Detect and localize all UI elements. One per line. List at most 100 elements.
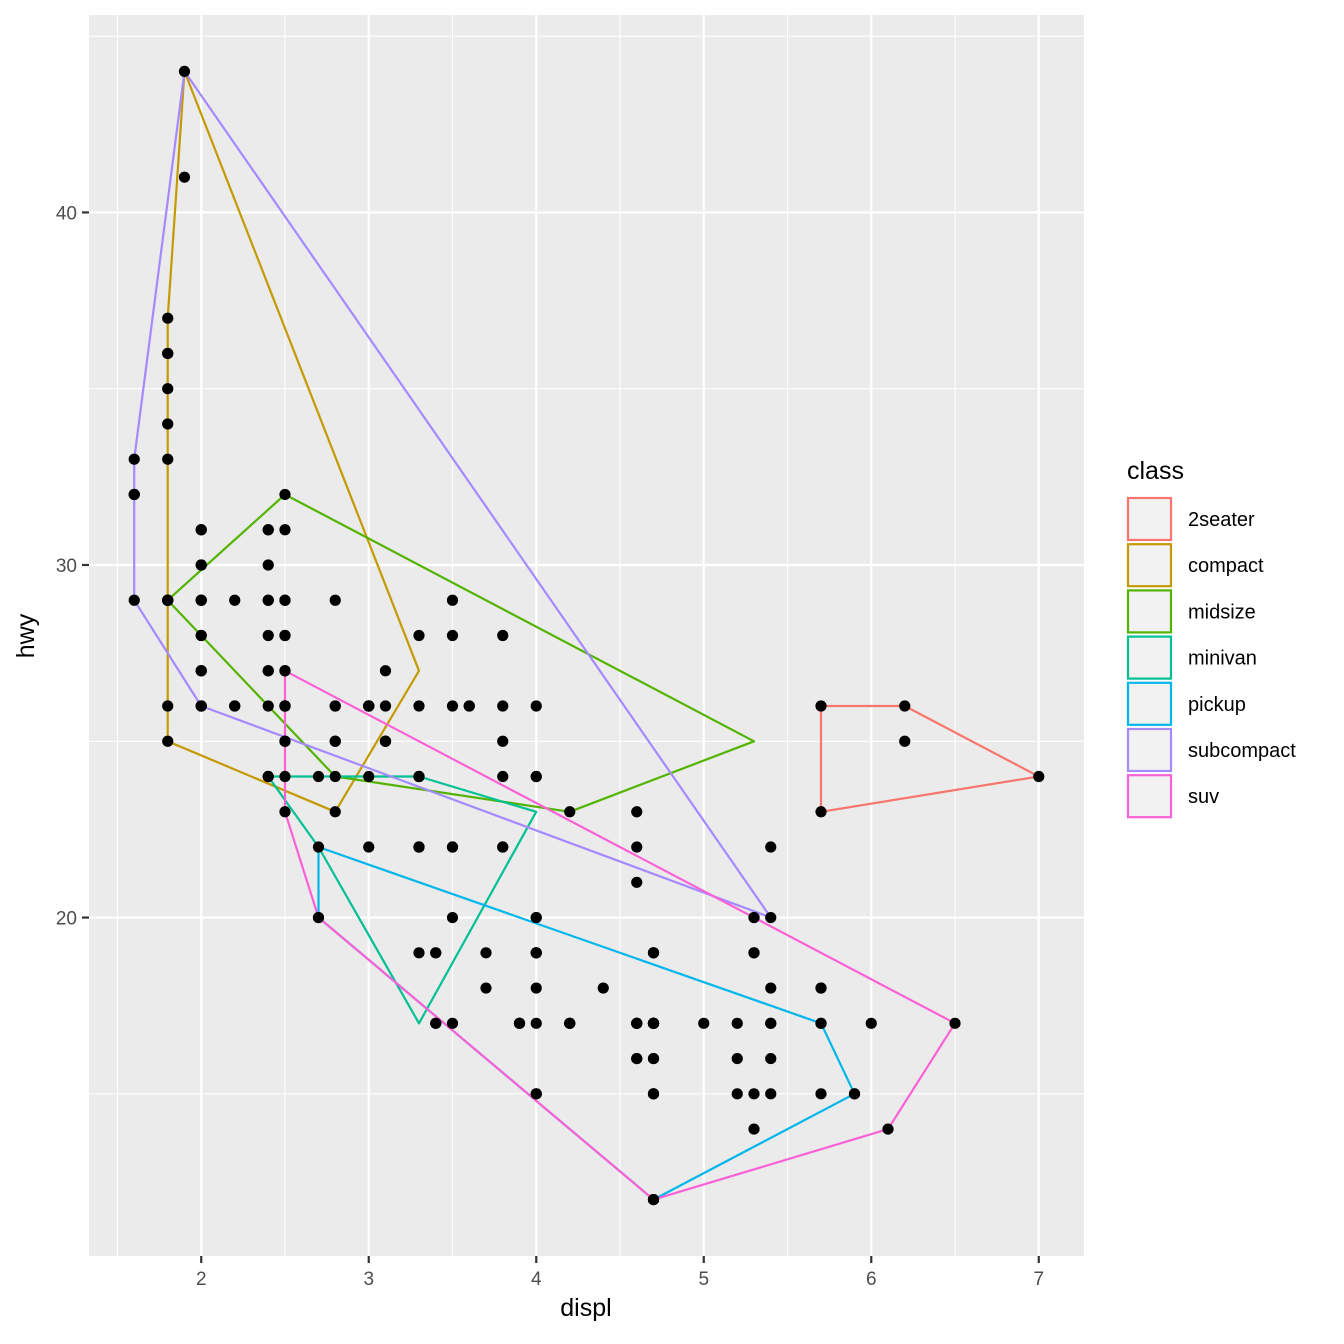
x-tick-label: 4 — [531, 1269, 542, 1290]
data-point — [162, 347, 174, 360]
data-point — [413, 700, 425, 712]
data-point — [279, 700, 291, 712]
data-point — [312, 911, 325, 924]
y-axis: 20 30 40 — [56, 203, 89, 930]
data-point — [497, 770, 509, 783]
data-point — [530, 947, 542, 959]
x-tick-label: 3 — [363, 1269, 374, 1290]
legend-label-suv: suv — [1188, 786, 1219, 808]
legend-key-pickup — [1126, 681, 1173, 726]
data-point — [178, 65, 191, 78]
data-point — [899, 700, 911, 712]
data-point — [363, 700, 375, 712]
data-point — [279, 806, 291, 818]
data-point — [631, 1017, 643, 1029]
data-point — [279, 629, 291, 642]
major-gridlines — [89, 15, 1084, 1256]
data-point — [513, 1017, 526, 1029]
data-point — [379, 665, 392, 677]
data-point — [446, 700, 459, 712]
data-point — [446, 629, 459, 642]
y-axis-title: hwy — [12, 613, 40, 658]
legend-label-subcompact: subcompact — [1188, 740, 1296, 762]
data-point — [899, 735, 911, 747]
legend-label-2seater: 2seater — [1188, 509, 1255, 531]
data-point — [195, 559, 207, 571]
data-point — [279, 594, 291, 606]
data-point — [329, 735, 341, 747]
data-point — [765, 982, 777, 994]
data-point — [748, 1088, 760, 1100]
data-point — [329, 770, 341, 783]
data-point — [815, 806, 827, 818]
data-point — [279, 735, 291, 747]
data-point — [162, 700, 174, 712]
data-point — [312, 770, 325, 783]
data-point — [530, 1088, 542, 1100]
data-point — [195, 629, 207, 642]
data-point — [882, 1123, 894, 1135]
data-point — [430, 947, 442, 959]
data-point — [363, 841, 375, 853]
data-point — [647, 947, 660, 959]
data-point — [497, 735, 509, 747]
data-point — [262, 524, 274, 536]
data-point — [195, 700, 207, 712]
data-point — [497, 700, 509, 712]
data-point — [765, 911, 777, 924]
data-point — [631, 806, 643, 818]
data-point — [765, 1052, 777, 1065]
data-point — [363, 770, 375, 783]
class-hulls — [133, 70, 1040, 1201]
x-axis: 2 3 4 5 6 7 — [196, 1256, 1044, 1290]
data-point — [229, 700, 241, 712]
data-point — [162, 735, 174, 747]
data-point — [446, 841, 459, 853]
data-point — [731, 1017, 743, 1029]
data-point — [279, 770, 291, 783]
data-point — [162, 383, 174, 395]
data-point — [329, 700, 341, 712]
data-point — [631, 1052, 643, 1065]
data-point — [446, 911, 459, 924]
data-point — [195, 665, 207, 677]
data-point — [463, 700, 475, 712]
data-point — [446, 1017, 459, 1029]
y-tick-label: 20 — [56, 909, 77, 930]
data-point — [262, 629, 274, 642]
data-point — [128, 594, 140, 606]
data-point — [480, 947, 492, 959]
legend-label-pickup: pickup — [1188, 694, 1246, 716]
data-point — [631, 876, 643, 888]
data-points — [128, 65, 1045, 1206]
data-point — [731, 1088, 743, 1100]
data-point — [413, 770, 425, 783]
data-point — [631, 841, 643, 853]
data-point — [530, 1017, 542, 1029]
data-point — [530, 700, 542, 712]
data-point — [128, 453, 140, 465]
legend-items: 2seater compact midsize minivan pickup subcom… — [1126, 496, 1296, 819]
hull-pickup — [317, 845, 856, 1201]
data-point — [731, 1052, 743, 1065]
data-point — [229, 594, 241, 606]
data-point — [949, 1017, 961, 1029]
x-tick-label: 2 — [196, 1269, 207, 1290]
legend-label-midsize: midsize — [1188, 601, 1256, 623]
data-point — [379, 700, 392, 712]
data-point — [446, 594, 459, 606]
data-point — [597, 982, 609, 994]
legend-label-minivan: minivan — [1188, 648, 1257, 670]
data-point — [279, 665, 291, 677]
data-point — [748, 911, 760, 924]
data-point — [530, 911, 542, 924]
data-point — [329, 594, 341, 606]
data-point — [530, 770, 542, 783]
legend-key-midsize — [1126, 589, 1173, 634]
data-point — [262, 559, 274, 571]
data-point — [748, 947, 760, 959]
data-point — [195, 594, 207, 606]
data-point — [162, 453, 174, 465]
data-point — [497, 841, 509, 853]
